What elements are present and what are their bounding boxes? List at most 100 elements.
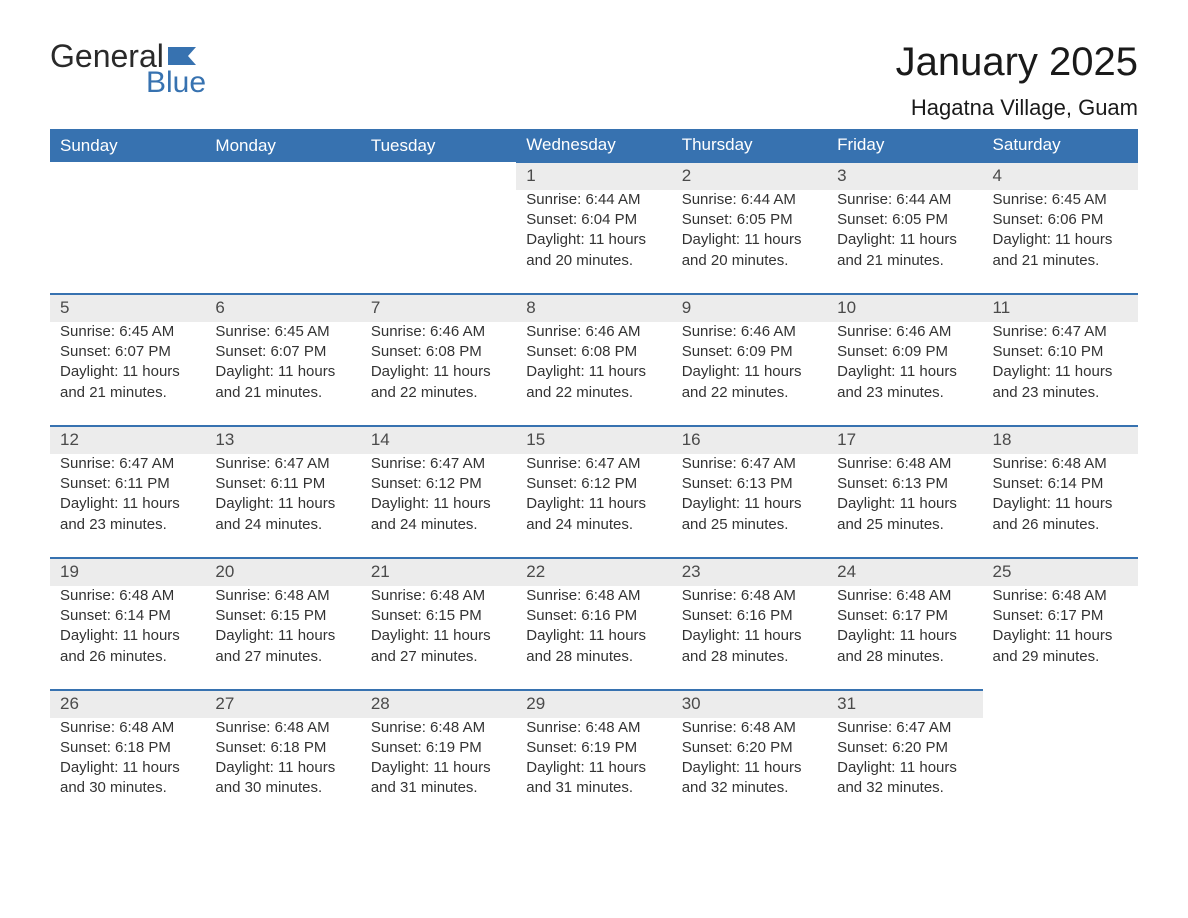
daylight-line2: and 23 minutes. [993, 383, 1128, 403]
daylight-line2: and 25 minutes. [837, 515, 972, 535]
daylight-line1: Daylight: 11 hours [60, 494, 195, 514]
day-number: 2 [672, 162, 827, 190]
sunrise-line: Sunrise: 6:48 AM [993, 454, 1128, 474]
sunrise-line: Sunrise: 6:46 AM [837, 322, 972, 342]
day-cell: Sunrise: 6:47 AMSunset: 6:11 PMDaylight:… [205, 454, 360, 558]
weekday-header: Friday [827, 129, 982, 162]
day-cell: Sunrise: 6:46 AMSunset: 6:08 PMDaylight:… [516, 322, 671, 426]
day-number [205, 162, 360, 190]
day-number: 7 [361, 294, 516, 322]
day-cell: Sunrise: 6:48 AMSunset: 6:15 PMDaylight:… [205, 586, 360, 690]
daylight-line2: and 30 minutes. [215, 778, 350, 798]
daylight-line2: and 28 minutes. [526, 647, 661, 667]
day-number [50, 162, 205, 190]
daylight-line1: Daylight: 11 hours [60, 362, 195, 382]
weekday-header: Wednesday [516, 129, 671, 162]
sunset-line: Sunset: 6:05 PM [682, 210, 817, 230]
day-cell [205, 190, 360, 294]
day-cell [50, 190, 205, 294]
day-cell: Sunrise: 6:45 AMSunset: 6:07 PMDaylight:… [205, 322, 360, 426]
day-cell: Sunrise: 6:48 AMSunset: 6:14 PMDaylight:… [50, 586, 205, 690]
sunrise-line: Sunrise: 6:48 AM [215, 718, 350, 738]
day-number-row: 567891011 [50, 294, 1138, 322]
daylight-line2: and 23 minutes. [60, 515, 195, 535]
day-detail-row: Sunrise: 6:44 AMSunset: 6:04 PMDaylight:… [50, 190, 1138, 294]
daylight-line1: Daylight: 11 hours [837, 758, 972, 778]
title-block: January 2025 Hagatna Village, Guam [896, 40, 1138, 121]
day-cell: Sunrise: 6:45 AMSunset: 6:06 PMDaylight:… [983, 190, 1138, 294]
sunset-line: Sunset: 6:08 PM [371, 342, 506, 362]
day-cell: Sunrise: 6:48 AMSunset: 6:16 PMDaylight:… [672, 586, 827, 690]
day-number: 16 [672, 426, 827, 454]
sunrise-line: Sunrise: 6:46 AM [526, 322, 661, 342]
sunset-line: Sunset: 6:15 PM [215, 606, 350, 626]
daylight-line1: Daylight: 11 hours [682, 626, 817, 646]
daylight-line2: and 31 minutes. [371, 778, 506, 798]
daylight-line2: and 27 minutes. [215, 647, 350, 667]
day-number: 27 [205, 690, 360, 718]
sunset-line: Sunset: 6:04 PM [526, 210, 661, 230]
day-number: 1 [516, 162, 671, 190]
sunrise-line: Sunrise: 6:45 AM [60, 322, 195, 342]
daylight-line2: and 23 minutes. [837, 383, 972, 403]
day-cell: Sunrise: 6:45 AMSunset: 6:07 PMDaylight:… [50, 322, 205, 426]
daylight-line1: Daylight: 11 hours [371, 494, 506, 514]
weekday-header: Monday [205, 129, 360, 162]
day-cell: Sunrise: 6:48 AMSunset: 6:17 PMDaylight:… [983, 586, 1138, 690]
daylight-line2: and 22 minutes. [526, 383, 661, 403]
month-title: January 2025 [896, 40, 1138, 85]
day-cell: Sunrise: 6:48 AMSunset: 6:19 PMDaylight:… [361, 718, 516, 821]
day-detail-row: Sunrise: 6:47 AMSunset: 6:11 PMDaylight:… [50, 454, 1138, 558]
day-cell: Sunrise: 6:44 AMSunset: 6:04 PMDaylight:… [516, 190, 671, 294]
weekday-header: Tuesday [361, 129, 516, 162]
sunset-line: Sunset: 6:17 PM [837, 606, 972, 626]
sunset-line: Sunset: 6:19 PM [371, 738, 506, 758]
day-detail-row: Sunrise: 6:48 AMSunset: 6:18 PMDaylight:… [50, 718, 1138, 821]
sunrise-line: Sunrise: 6:48 AM [993, 586, 1128, 606]
day-cell [983, 718, 1138, 821]
day-number-row: 262728293031 [50, 690, 1138, 718]
daylight-line2: and 21 minutes. [215, 383, 350, 403]
sunrise-line: Sunrise: 6:48 AM [526, 718, 661, 738]
sunrise-line: Sunrise: 6:48 AM [371, 586, 506, 606]
sunset-line: Sunset: 6:05 PM [837, 210, 972, 230]
daylight-line1: Daylight: 11 hours [837, 494, 972, 514]
day-number: 28 [361, 690, 516, 718]
daylight-line2: and 28 minutes. [682, 647, 817, 667]
sunset-line: Sunset: 6:10 PM [993, 342, 1128, 362]
day-cell: Sunrise: 6:48 AMSunset: 6:20 PMDaylight:… [672, 718, 827, 821]
day-number [361, 162, 516, 190]
sunset-line: Sunset: 6:09 PM [682, 342, 817, 362]
day-cell: Sunrise: 6:48 AMSunset: 6:13 PMDaylight:… [827, 454, 982, 558]
daylight-line2: and 31 minutes. [526, 778, 661, 798]
day-cell [361, 190, 516, 294]
day-number-row: 19202122232425 [50, 558, 1138, 586]
day-number: 9 [672, 294, 827, 322]
sunrise-line: Sunrise: 6:47 AM [526, 454, 661, 474]
day-number: 14 [361, 426, 516, 454]
daylight-line2: and 27 minutes. [371, 647, 506, 667]
daylight-line1: Daylight: 11 hours [215, 494, 350, 514]
day-number: 12 [50, 426, 205, 454]
sunrise-line: Sunrise: 6:48 AM [837, 454, 972, 474]
day-number: 24 [827, 558, 982, 586]
day-cell: Sunrise: 6:47 AMSunset: 6:20 PMDaylight:… [827, 718, 982, 821]
daylight-line1: Daylight: 11 hours [526, 626, 661, 646]
sunset-line: Sunset: 6:16 PM [526, 606, 661, 626]
location: Hagatna Village, Guam [896, 95, 1138, 121]
sunrise-line: Sunrise: 6:44 AM [526, 190, 661, 210]
day-number: 10 [827, 294, 982, 322]
day-number: 8 [516, 294, 671, 322]
day-number: 31 [827, 690, 982, 718]
weekday-header: Sunday [50, 129, 205, 162]
calendar-table: SundayMondayTuesdayWednesdayThursdayFrid… [50, 129, 1138, 821]
day-cell: Sunrise: 6:44 AMSunset: 6:05 PMDaylight:… [827, 190, 982, 294]
day-cell: Sunrise: 6:46 AMSunset: 6:09 PMDaylight:… [672, 322, 827, 426]
day-number: 29 [516, 690, 671, 718]
daylight-line1: Daylight: 11 hours [526, 494, 661, 514]
daylight-line1: Daylight: 11 hours [993, 494, 1128, 514]
daylight-line2: and 29 minutes. [993, 647, 1128, 667]
day-number: 20 [205, 558, 360, 586]
daylight-line1: Daylight: 11 hours [60, 758, 195, 778]
sunset-line: Sunset: 6:20 PM [682, 738, 817, 758]
